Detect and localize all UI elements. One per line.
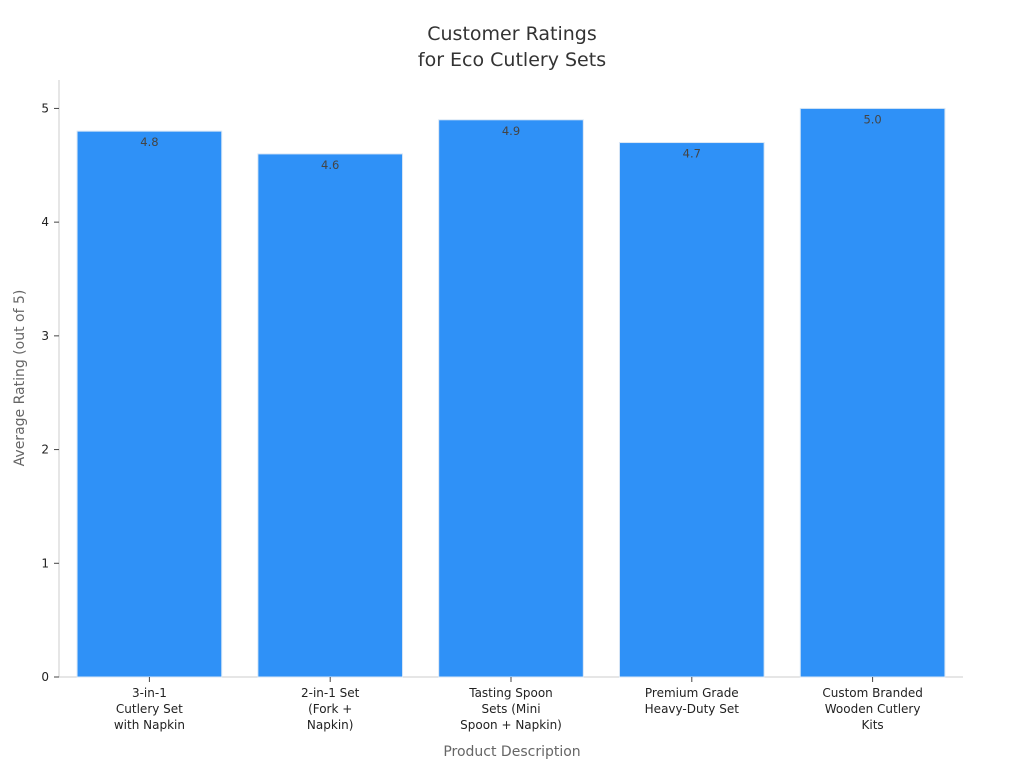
y-tick-label: 1 [41, 556, 49, 570]
bar [438, 119, 584, 678]
value-label: 4.6 [321, 158, 339, 172]
y-axis-title: Average Rating (out of 5) [12, 290, 28, 467]
bar [76, 130, 223, 678]
value-label: 5.0 [863, 112, 881, 126]
x-tick-label: 3-in-1 Cutlery Set with Napkin [114, 686, 185, 732]
value-label: 4.8 [140, 135, 158, 149]
x-tick-label: 2-in-1 Set (Fork + Napkin) [301, 686, 360, 732]
bar [618, 142, 765, 678]
x-tick-label: Tasting Spoon Sets (Mini Spoon + Napkin) [460, 686, 562, 732]
x-axis-title: Product Description [443, 744, 580, 760]
y-tick-label: 0 [41, 670, 49, 684]
bar [257, 153, 404, 678]
value-label: 4.7 [683, 147, 701, 161]
x-tick-label: Custom Branded Wooden Cutlery Kits [822, 686, 923, 732]
y-tick-label: 5 [41, 101, 49, 115]
value-label: 4.9 [502, 124, 520, 138]
y-tick-label: 3 [41, 329, 49, 343]
y-tick-label: 4 [41, 215, 49, 229]
x-tick-label: Premium Grade Heavy-Duty Set [645, 686, 740, 716]
bar [799, 107, 946, 678]
y-tick-label: 2 [41, 443, 49, 457]
chart-title: Customer Ratings for Eco Cutlery Sets [418, 23, 606, 71]
